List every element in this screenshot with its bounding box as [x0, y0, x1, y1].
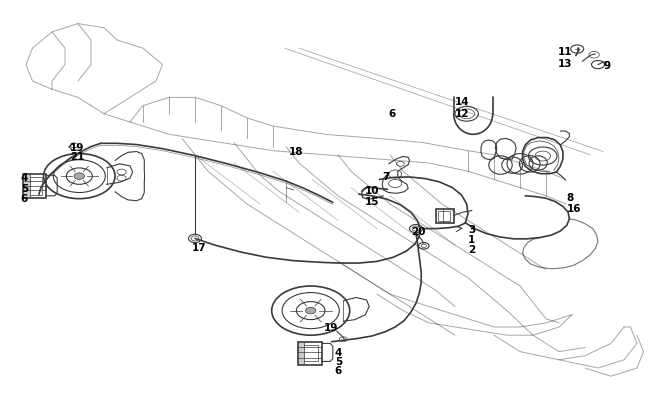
Bar [298, 342, 322, 365]
Circle shape [74, 173, 85, 180]
Text: 19: 19 [324, 322, 338, 332]
Text: 3: 3 [468, 224, 475, 234]
Text: 17: 17 [192, 243, 207, 252]
Text: 5: 5 [335, 356, 342, 366]
Text: 4: 4 [335, 347, 342, 357]
Text: 13: 13 [558, 58, 572, 68]
Bar [438, 211, 450, 221]
Text: 9: 9 [603, 61, 610, 71]
Text: 4: 4 [21, 173, 28, 183]
Text: 15: 15 [365, 196, 380, 206]
Bar [436, 209, 454, 223]
Bar [302, 345, 318, 362]
Bar [23, 175, 46, 198]
Text: 1: 1 [468, 234, 475, 244]
Text: 8: 8 [567, 192, 574, 202]
Text: 5: 5 [21, 183, 28, 193]
Text: 14: 14 [455, 97, 469, 106]
Text: 20: 20 [411, 226, 425, 236]
Text: 19: 19 [70, 142, 84, 152]
Text: 2: 2 [468, 245, 475, 254]
Text: 6: 6 [389, 109, 396, 119]
Text: 7: 7 [382, 172, 389, 182]
Bar [298, 342, 304, 364]
Bar [27, 178, 42, 195]
Text: 16: 16 [567, 204, 581, 213]
Text: 6: 6 [335, 365, 342, 375]
Text: 11: 11 [558, 47, 572, 57]
Circle shape [306, 308, 316, 314]
Text: 10: 10 [365, 186, 380, 196]
Text: 6: 6 [21, 193, 28, 203]
Bar [23, 175, 30, 198]
Text: 12: 12 [455, 109, 469, 119]
Text: 18: 18 [289, 146, 304, 156]
Text: 21: 21 [70, 151, 84, 161]
